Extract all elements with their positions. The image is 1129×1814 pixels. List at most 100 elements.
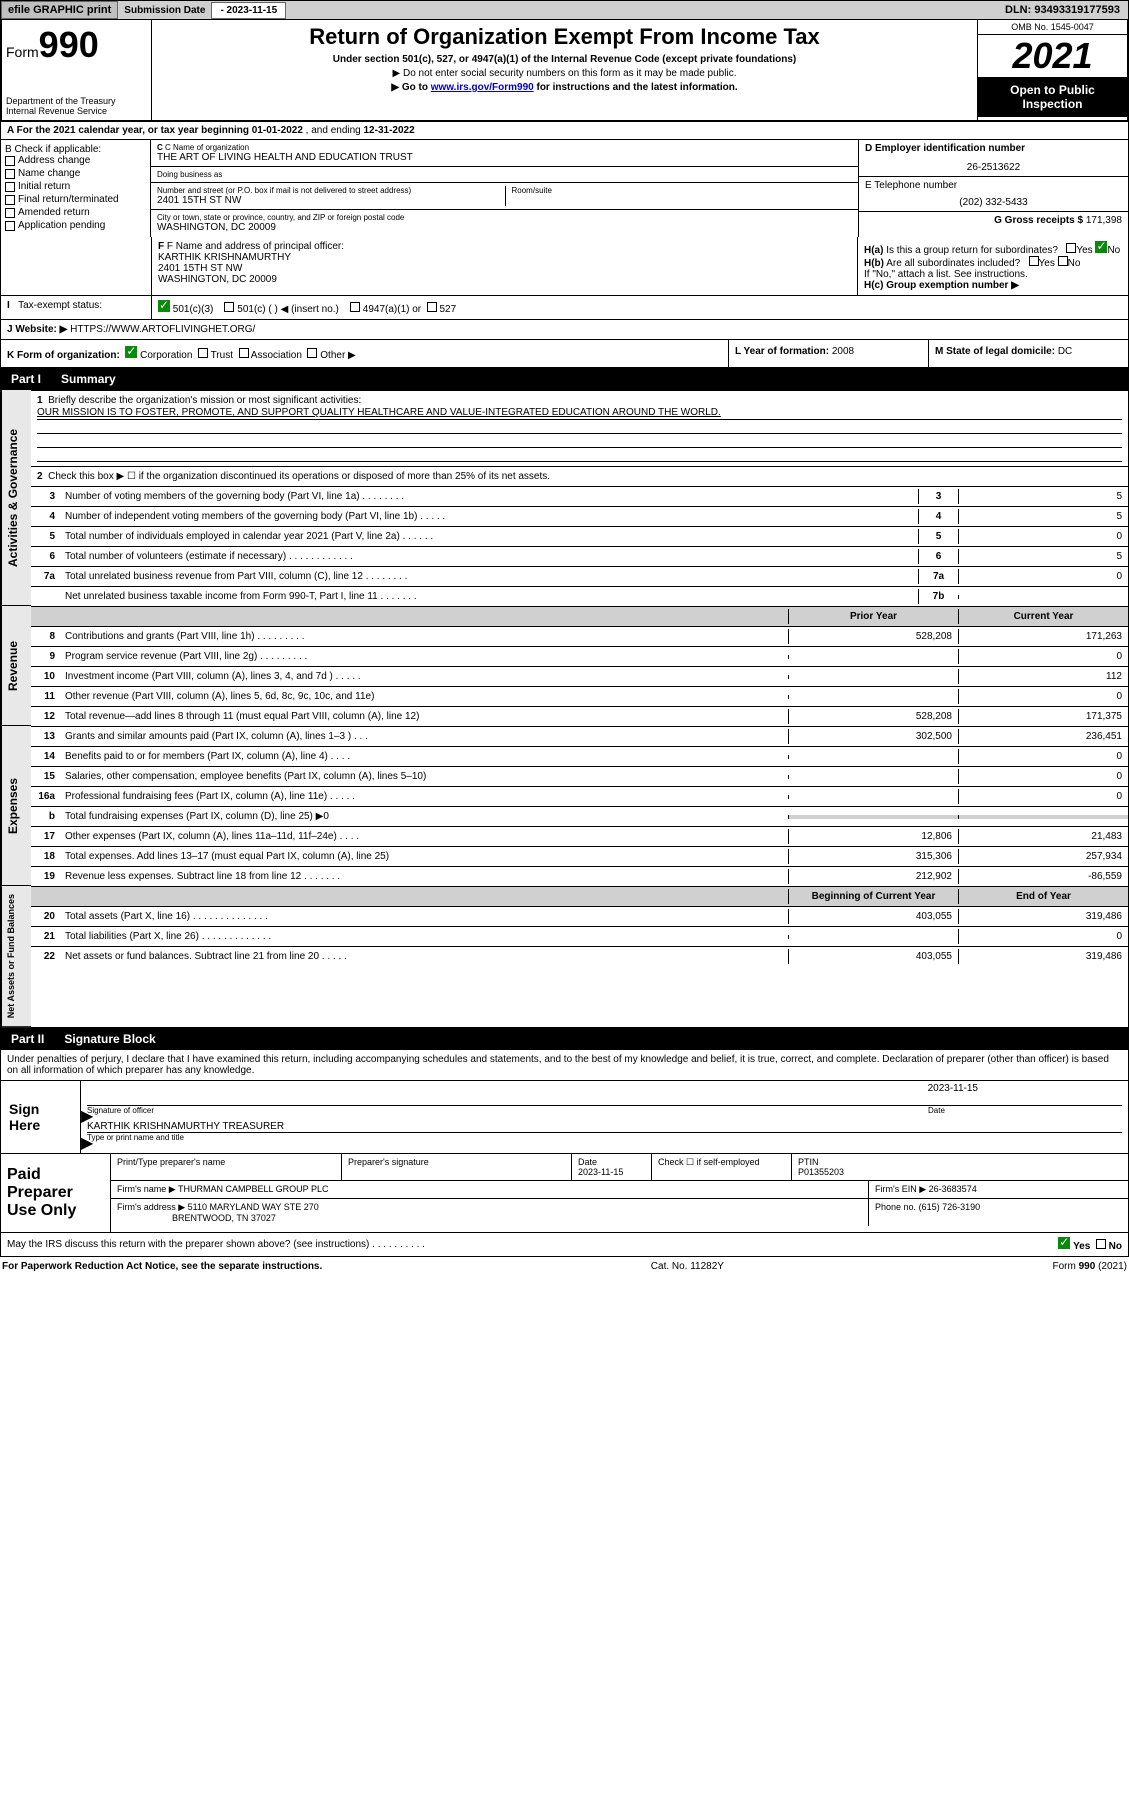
org-address: 2401 15TH ST NW (157, 195, 505, 206)
form-header: Form990 Department of the Treasury Inter… (0, 20, 1129, 122)
ha-row: H(a) Is this a group return for subordin… (864, 241, 1122, 256)
checkbox-option[interactable]: Address change (5, 155, 146, 166)
domicile-value: DC (1058, 346, 1072, 357)
line-2: 2 Check this box ▶ ☐ if the organization… (31, 466, 1128, 486)
row-a-begin: 01-01-2022 (252, 125, 303, 136)
footer-right: Form 990 (2021) (1053, 1261, 1127, 1272)
officer-name-value: KARTHIK KRISHNAMURTHY TREASURER (87, 1121, 1122, 1132)
form-num: 990 (39, 24, 99, 65)
corp-checked (125, 346, 137, 358)
submission-date-label: Submission Date (118, 5, 211, 16)
table-row: 9Program service revenue (Part VIII, lin… (31, 646, 1128, 666)
officer-name: KARTHIK KRISHNAMURTHY (158, 252, 851, 263)
table-row: 22Net assets or fund balances. Subtract … (31, 946, 1128, 966)
website-value: HTTPS://WWW.ARTOFLIVINGHET.ORG/ (70, 324, 255, 335)
table-row: 21Total liabilities (Part X, line 26) . … (31, 926, 1128, 946)
row-a-label: A For the 2021 calendar year, or tax yea… (7, 125, 252, 136)
part1-expenses: Expenses 13Grants and similar amounts pa… (0, 726, 1129, 886)
may-discuss-label: May the IRS discuss this return with the… (7, 1239, 425, 1250)
checkbox-option[interactable]: Application pending (5, 220, 146, 231)
officer-type-label: Type or print name and title (87, 1133, 184, 1142)
checkbox-option[interactable]: Name change (5, 168, 146, 179)
sig-arrow-icon: ▶ (81, 1106, 93, 1126)
table-row: 10Investment income (Part VIII, column (… (31, 666, 1128, 686)
org-name: THE ART OF LIVING HEALTH AND EDUCATION T… (157, 152, 852, 163)
may-yes-checked (1058, 1237, 1070, 1249)
table-row: 19Revenue less expenses. Subtract line 1… (31, 866, 1128, 886)
city-label: City or town, state or province, country… (157, 213, 852, 222)
box-c: C C Name of organization THE ART OF LIVI… (151, 140, 858, 237)
footer-cat: Cat. No. 11282Y (651, 1261, 724, 1272)
table-row: 15Salaries, other compensation, employee… (31, 766, 1128, 786)
page-footer: For Paperwork Reduction Act Notice, see … (0, 1257, 1129, 1276)
table-row: 17Other expenses (Part IX, column (A), l… (31, 826, 1128, 846)
sign-here-label: Sign Here (1, 1081, 81, 1153)
form-number: Form990 (6, 24, 147, 66)
mission-blank (37, 448, 1122, 462)
table-row: 3Number of voting members of the governi… (31, 486, 1128, 506)
phone-label: E Telephone number (865, 180, 1122, 191)
prep-sig-label: Preparer's signature (341, 1154, 571, 1180)
firm-addr1: 5110 MARYLAND WAY STE 270 (188, 1202, 319, 1212)
checkbox-option[interactable]: Final return/terminated (5, 194, 146, 205)
sig-date-value: 2023-11-15 (928, 1083, 978, 1094)
box-b: B Check if applicable: Address change Nam… (1, 140, 151, 237)
row-i: I Tax-exempt status: 501(c)(3) 501(c) ( … (0, 296, 1129, 320)
prep-name-label: Print/Type preparer's name (117, 1157, 335, 1167)
omb-number: OMB No. 1545-0047 (978, 20, 1127, 35)
table-row: 5Total number of individuals employed in… (31, 526, 1128, 546)
tax-year: 2021 (978, 35, 1127, 77)
row-j: J Website: ▶ HTTPS://WWW.ARTOFLIVINGHET.… (0, 320, 1129, 340)
ptin-value: P01355203 (798, 1167, 844, 1177)
form-subtitle-2: ▶ Do not enter social security numbers o… (160, 68, 969, 79)
box-b-header: B Check if applicable: (5, 144, 146, 155)
part1-num: Part I (11, 372, 41, 386)
table-row: 4Number of independent voting members of… (31, 506, 1128, 526)
table-row: 18Total expenses. Add lines 13–17 (must … (31, 846, 1128, 866)
irs-label: Internal Revenue Service (6, 106, 147, 116)
hb-note: If "No," attach a list. See instructions… (864, 269, 1122, 280)
part2-header: Part II Signature Block (0, 1028, 1129, 1050)
part1-title: Summary (61, 372, 116, 386)
goto-post: for instructions and the latest informat… (534, 82, 738, 93)
officer-addr2: WASHINGTON, DC 20009 (158, 274, 851, 285)
side-expenses: Expenses (1, 726, 31, 886)
part2-title: Signature Block (64, 1032, 155, 1046)
na-col-header: Beginning of Current Year End of Year (31, 886, 1128, 906)
officer-label: F F Name and address of principal office… (158, 241, 851, 252)
checkbox-option[interactable]: Amended return (5, 207, 146, 218)
irs-link[interactable]: www.irs.gov/Form990 (431, 82, 534, 93)
mission-label: Briefly describe the organization's miss… (48, 395, 361, 406)
table-row: 6Total number of volunteers (estimate if… (31, 546, 1128, 566)
may-no: No (1109, 1241, 1122, 1252)
table-row: bTotal fundraising expenses (Part IX, co… (31, 806, 1128, 826)
opt-501c: 501(c) ( ) ◀ (insert no.) (237, 304, 339, 315)
form-org-label: K Form of organization: (7, 350, 120, 361)
part1-header: Part I Summary (0, 368, 1129, 390)
org-city: WASHINGTON, DC 20009 (157, 222, 852, 233)
ha-no-checked (1095, 241, 1107, 253)
opt-assoc: Association (251, 350, 302, 361)
addr-label: Number and street (or P.O. box if mail i… (157, 186, 505, 195)
col-current: Current Year (958, 609, 1128, 624)
sig-officer-label: Signature of officer (87, 1106, 154, 1115)
table-row: 20Total assets (Part X, line 16) . . . .… (31, 906, 1128, 926)
table-row: 12Total revenue—add lines 8 through 11 (… (31, 706, 1128, 726)
part1-revenue: Revenue Prior Year Current Year 8Contrib… (0, 606, 1129, 726)
sig-date-label: Date (928, 1106, 945, 1115)
table-row: 16aProfessional fundraising fees (Part I… (31, 786, 1128, 806)
prep-date-value: 2023-11-15 (578, 1167, 623, 1177)
firm-phone-value: (615) 726-3190 (919, 1202, 981, 1212)
box-d: D Employer identification number 26-2513… (858, 140, 1128, 237)
opt-527: 527 (439, 304, 456, 315)
firm-addr-label: Firm's address ▶ (117, 1202, 185, 1212)
row-a-mid: , and ending (306, 125, 364, 136)
goto-pre: ▶ Go to (391, 82, 430, 93)
efile-print-button[interactable]: efile GRAPHIC print (1, 1, 118, 19)
opt-4947: 4947(a)(1) or (363, 304, 421, 315)
paid-preparer-label: Paid Preparer Use Only (1, 1154, 111, 1232)
checkbox-option[interactable]: Initial return (5, 181, 146, 192)
side-revenue: Revenue (1, 606, 31, 726)
opt-other: Other ▶ (320, 350, 355, 361)
room-label: Room/suite (505, 186, 853, 206)
